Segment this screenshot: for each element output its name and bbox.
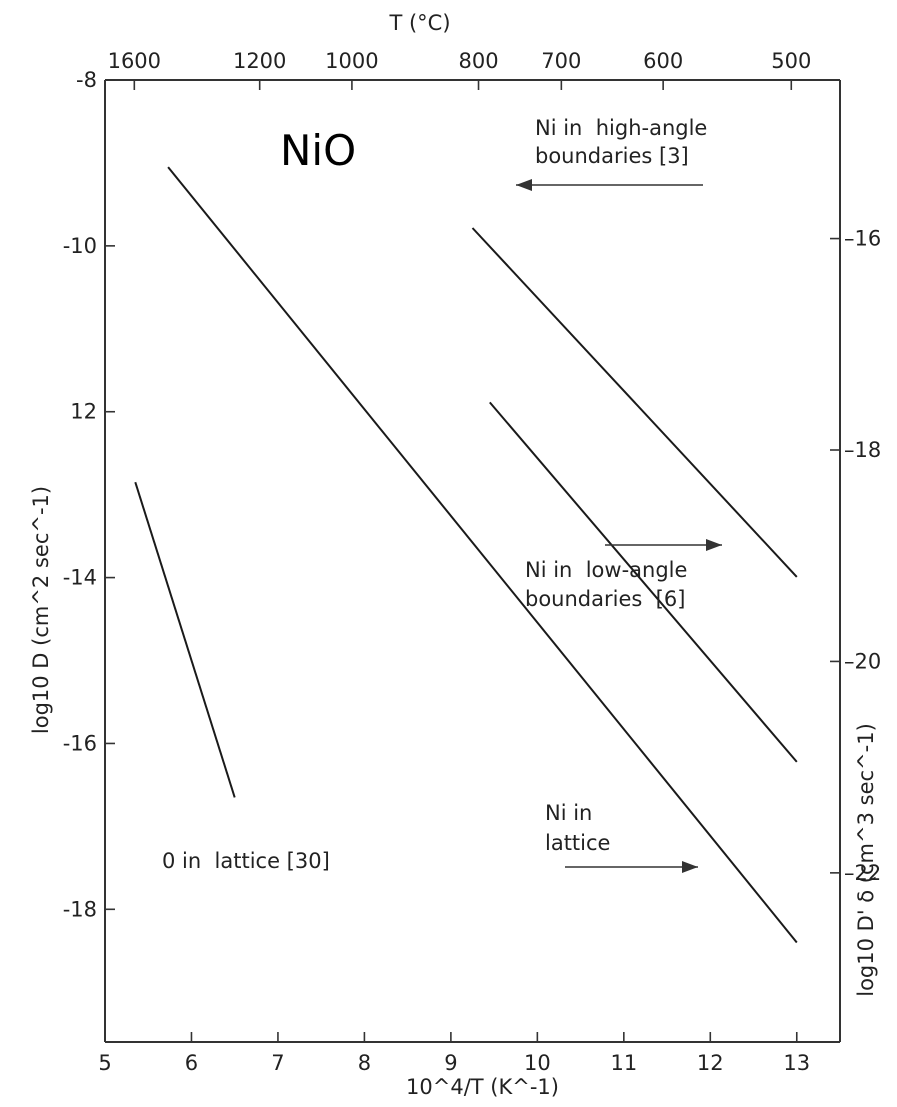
y-tick-label: -14 (63, 566, 97, 590)
series-line-high-angle (471, 227, 798, 578)
annotation-nilat: Ni in (545, 801, 592, 825)
top-tick-label: 1000 (325, 49, 378, 73)
top-axis-label: T (°C) (388, 11, 450, 35)
y-tick-label: -10 (63, 234, 97, 258)
right-y-tick-label: –16 (844, 227, 881, 251)
series-line-low-angle (489, 401, 798, 763)
y-tick-label: -18 (63, 897, 97, 921)
right-y-tick-label: –20 (844, 649, 881, 673)
x-tick-label: 6 (185, 1051, 198, 1075)
x-tick-label: 11 (610, 1051, 637, 1075)
series-line-ni-lattice (167, 166, 798, 944)
annotation-nilat: lattice (545, 831, 610, 855)
right-y-axis-label: log10 D' δ (cm^3 sec^-1) (854, 723, 878, 997)
x-axis-label: 10^4/T (K^-1) (406, 1075, 559, 1099)
annotation-arrows (516, 179, 722, 873)
x-tick-label: 9 (444, 1051, 457, 1075)
right-y-tick-label: –22 (844, 861, 881, 885)
x-tick-label: 5 (98, 1051, 111, 1075)
top-tick-label: 700 (541, 49, 581, 73)
top-tick-label: 500 (771, 49, 811, 73)
y-axis-label: log10 D (cm^2 sec^-1) (29, 486, 53, 734)
top-tick-label: 800 (458, 49, 498, 73)
arrow-nilat-head (682, 861, 698, 873)
top-tick-label: 1200 (233, 49, 286, 73)
series-line-o-lattice (134, 481, 236, 798)
y-tick-label: 12 (70, 400, 97, 424)
chart-title: NiO (280, 126, 356, 175)
x-tick-label: 12 (697, 1051, 724, 1075)
x-tick-label: 10 (524, 1051, 551, 1075)
annotation-low: Ni in low-angle (525, 558, 687, 582)
x-tick-label: 8 (358, 1051, 371, 1075)
ticks (104, 79, 840, 1042)
axes (104, 79, 841, 1043)
labels: 5 6 7 8 9 10 11 12 13 -8 -10 12 -14 -16 -18 –16 –18 –20 –2… (29, 11, 881, 1099)
annotation-low: boundaries [6] (525, 587, 685, 611)
y-tick-label: -16 (63, 731, 97, 755)
y-tick-label: -8 (76, 68, 97, 92)
top-tick-label: 600 (643, 49, 683, 73)
right-y-tick-label: –18 (844, 438, 881, 462)
data-lines (134, 166, 798, 944)
arrow-low-head (706, 539, 722, 551)
annotation-high: boundaries [3] (535, 144, 689, 168)
annotation-olat: 0 in lattice [30] (162, 849, 330, 873)
arrow-high-head (516, 179, 532, 191)
top-tick-label: 1600 (108, 49, 161, 73)
annotation-high: Ni in high-angle (535, 116, 707, 140)
x-tick-label: 7 (271, 1051, 284, 1075)
x-tick-label: 13 (783, 1051, 810, 1075)
